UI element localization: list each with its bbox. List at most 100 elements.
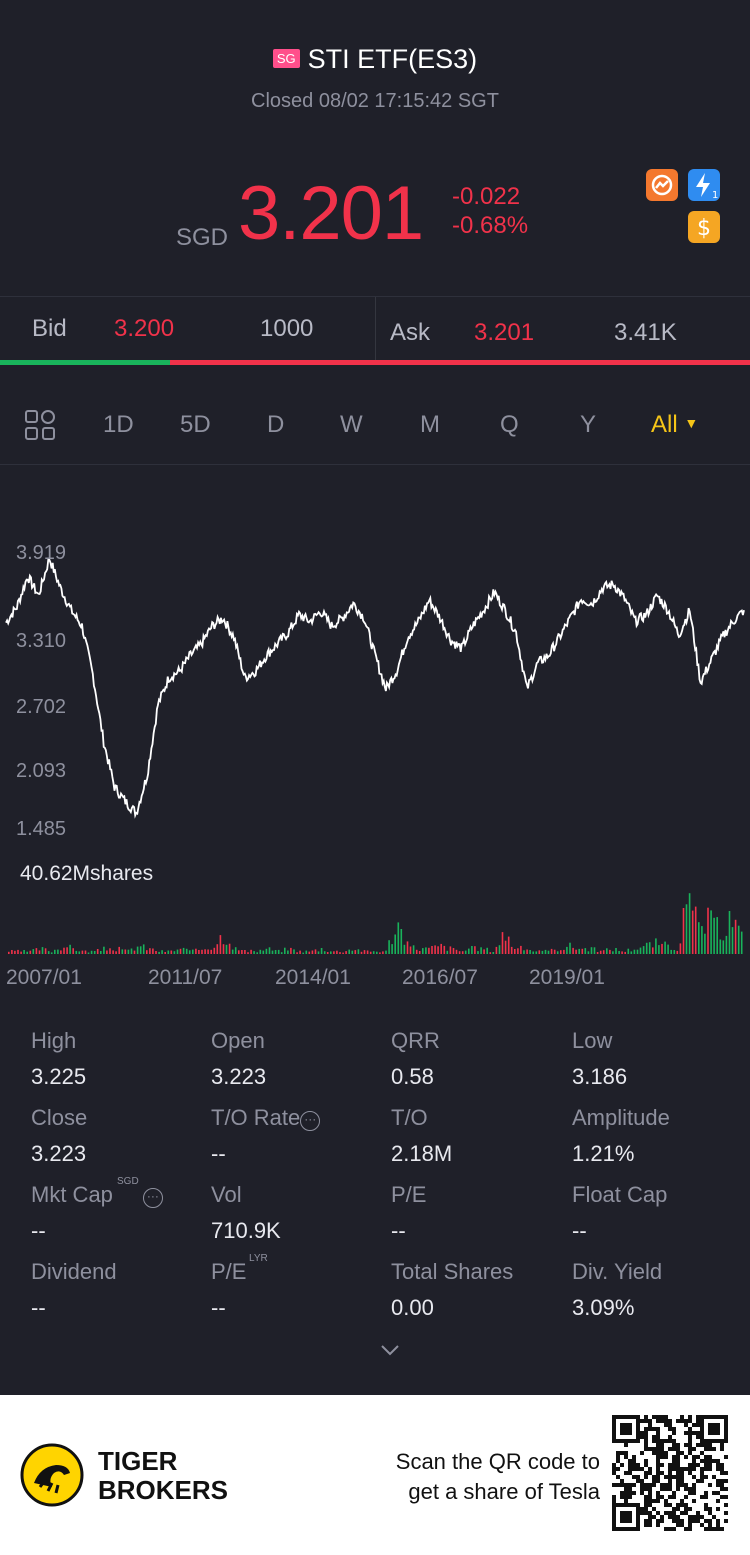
volume-bar: [192, 949, 194, 954]
volume-bar: [57, 949, 59, 954]
volume-bar: [520, 945, 522, 954]
tab-q[interactable]: Q: [500, 411, 519, 438]
volume-bar: [41, 947, 44, 954]
volume-bar: [412, 945, 415, 954]
volume-bar: [201, 949, 203, 954]
volume-bar: [673, 950, 676, 954]
volume-bar: [75, 950, 78, 954]
volume-bar: [535, 951, 538, 954]
volume-bar: [379, 952, 381, 954]
ask-size: 3.41K: [614, 319, 677, 346]
volume-bar: [185, 948, 188, 954]
volume-bar: [541, 950, 544, 954]
market-status: Closed 08/02 17:15:42 SGT: [251, 90, 499, 112]
volume-bar: [284, 947, 286, 954]
volume-bar: [195, 948, 197, 954]
volume-bar: [351, 950, 354, 954]
stat-value: --: [31, 1295, 46, 1320]
svg-text:$: $: [697, 216, 711, 241]
info-icon[interactable]: ···: [142, 1188, 163, 1208]
caret-down-icon: ▼: [684, 415, 699, 431]
tab-all-label: All: [651, 411, 678, 438]
volume-bar: [271, 950, 274, 954]
volume-bar: [158, 951, 160, 954]
volume-bar: [287, 950, 289, 954]
info-icon[interactable]: ···: [300, 1111, 321, 1131]
tab-all[interactable]: All ▼: [651, 411, 698, 439]
volume-bar: [176, 949, 179, 954]
stat-value: 3.186: [572, 1064, 628, 1089]
tab-w[interactable]: W: [340, 411, 363, 438]
volume-bar: [449, 946, 452, 954]
stat-value: 710.9K: [211, 1218, 281, 1243]
volume-bar: [26, 951, 28, 954]
x-tick-label: 2014/01: [275, 966, 351, 989]
brand-line-1: TIGER: [98, 1446, 178, 1476]
volume-bar: [630, 951, 633, 954]
volume-bar: [35, 948, 38, 954]
stat-open: Open 3.223: [211, 1028, 391, 1090]
volume-bar: [587, 951, 590, 954]
stat-value: 1.21%: [572, 1141, 635, 1166]
volume-bar: [121, 949, 124, 954]
volume-bar: [688, 893, 691, 954]
tiger-logo-icon: [20, 1443, 84, 1507]
volume-bar: [713, 917, 715, 954]
svg-text:1: 1: [712, 190, 718, 201]
tab-m[interactable]: M: [420, 411, 440, 438]
stat-label: QRR: [391, 1028, 440, 1053]
tab-d[interactable]: D: [267, 411, 285, 438]
stat-label: Div. Yield: [572, 1259, 663, 1284]
volume-bar: [474, 946, 476, 954]
volume-bar: [84, 950, 87, 954]
volume-bar: [170, 950, 173, 954]
tab-y[interactable]: Y: [580, 411, 597, 438]
volume-bar: [348, 949, 350, 954]
tab-1d[interactable]: 1D: [103, 411, 134, 438]
stat-value: 0.58: [391, 1064, 434, 1089]
volume-bar: [244, 950, 246, 954]
trade-icon[interactable]: [646, 169, 678, 201]
stat-value: --: [211, 1141, 226, 1166]
lightning-level1-icon[interactable]: 1: [688, 169, 720, 201]
volume-bar: [363, 950, 366, 954]
volume-bar: [538, 950, 541, 954]
stat-value: --: [31, 1218, 46, 1243]
volume-bar: [299, 950, 301, 954]
volume-bar: [354, 950, 357, 954]
volume-bar: [241, 950, 243, 954]
volume-bar: [581, 948, 584, 954]
volume-bar: [734, 919, 737, 954]
volume-bar: [694, 906, 697, 954]
market-badge: SG: [272, 49, 300, 68]
dollar-icon[interactable]: $: [688, 211, 720, 243]
stat-label: Float Cap: [572, 1182, 668, 1207]
volume-bar: [167, 950, 170, 954]
brand-name: TIGER BROKERS: [98, 1447, 228, 1505]
volume-bar: [372, 951, 375, 954]
stat-to-rate[interactable]: T/O Rate ··· --: [211, 1105, 391, 1167]
stock-title: SG STI ETF(ES3): [0, 44, 750, 75]
qr-code-icon: [612, 1415, 728, 1531]
volume-bar: [357, 949, 360, 954]
change-value: -0.022: [452, 183, 521, 210]
stat-value: --: [391, 1218, 406, 1243]
volume-bar: [11, 950, 13, 954]
volume-bar: [293, 949, 295, 954]
volume-bar: [578, 948, 580, 954]
volume-bar: [391, 944, 393, 954]
expand-chevron-icon[interactable]: [380, 1340, 400, 1360]
stat-mkt-cap[interactable]: Mkt Cap SGD ··· --: [31, 1176, 211, 1244]
tab-5d[interactable]: 5D: [180, 411, 211, 438]
volume-bar: [198, 950, 200, 954]
volume-bar: [740, 931, 743, 954]
chart-layout-icon[interactable]: [24, 409, 56, 441]
volume-bar: [256, 952, 258, 954]
volume-bar: [504, 940, 507, 954]
volume-bar: [366, 950, 369, 954]
price-chart[interactable]: 3.919 3.310 2.702 2.093 1.485 40.62Mshar…: [0, 466, 750, 1006]
stat-value: 0.00: [391, 1295, 434, 1320]
period-tabs: 1D 5D D W M Q Y All ▼: [0, 385, 750, 465]
volume-bar: [20, 951, 22, 954]
volume-bar: [127, 949, 130, 954]
